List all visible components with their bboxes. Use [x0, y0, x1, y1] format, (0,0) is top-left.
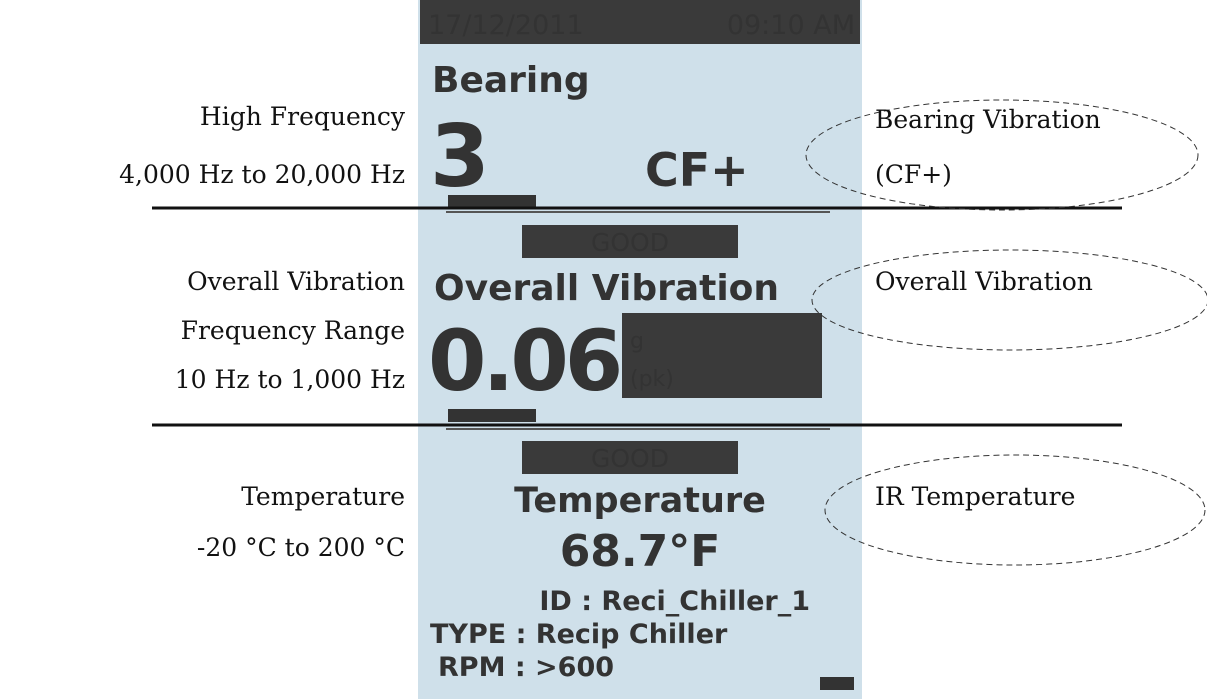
level-bar — [448, 195, 536, 209]
right-label: IR Temperature — [875, 482, 1075, 511]
left-label: -20 °C to 200 °C — [197, 533, 405, 562]
overall-value: 0.06 — [428, 312, 619, 410]
callout — [811, 249, 1207, 351]
battery-icon — [820, 677, 854, 690]
status: GOOD — [591, 444, 669, 473]
info-line: RPM : >600 — [438, 652, 614, 683]
unit-line: g — [630, 329, 644, 354]
right-label: (CF+) — [875, 160, 952, 189]
time: 09:10 AM — [727, 10, 855, 41]
temperature-value: 68.7°F — [560, 526, 721, 577]
bearing-value: 3 — [430, 107, 490, 207]
info-line: TYPE : Recip Chiller — [430, 619, 728, 650]
overall-title: Overall Vibration — [434, 268, 779, 309]
left-label: High Frequency — [200, 102, 406, 131]
left-label: 4,000 Hz to 20,000 Hz — [119, 160, 405, 189]
left-label: Frequency Range — [181, 316, 405, 345]
left-label: Temperature — [241, 482, 405, 511]
level-bar — [448, 409, 536, 422]
callout — [805, 99, 1199, 211]
unit-box — [622, 313, 822, 398]
callout — [824, 454, 1206, 566]
left-label: 10 Hz to 1,000 Hz — [175, 365, 405, 394]
unit-line: (pk) — [630, 367, 674, 392]
bearing-title: Bearing — [432, 60, 590, 101]
status-box — [522, 441, 738, 474]
info-line: ID : Reci_Chiller_1 — [539, 586, 810, 617]
status-box — [522, 225, 738, 258]
right-label: Bearing Vibration — [875, 105, 1101, 134]
bearing-unit: CF+ — [645, 143, 749, 197]
right-label: Overall Vibration — [875, 267, 1093, 296]
header-bar — [420, 0, 860, 44]
left-label: Overall Vibration — [187, 267, 405, 296]
status: GOOD — [591, 228, 669, 257]
date: 17/12/2011 — [428, 10, 584, 41]
temperature-title: Temperature — [514, 481, 766, 521]
